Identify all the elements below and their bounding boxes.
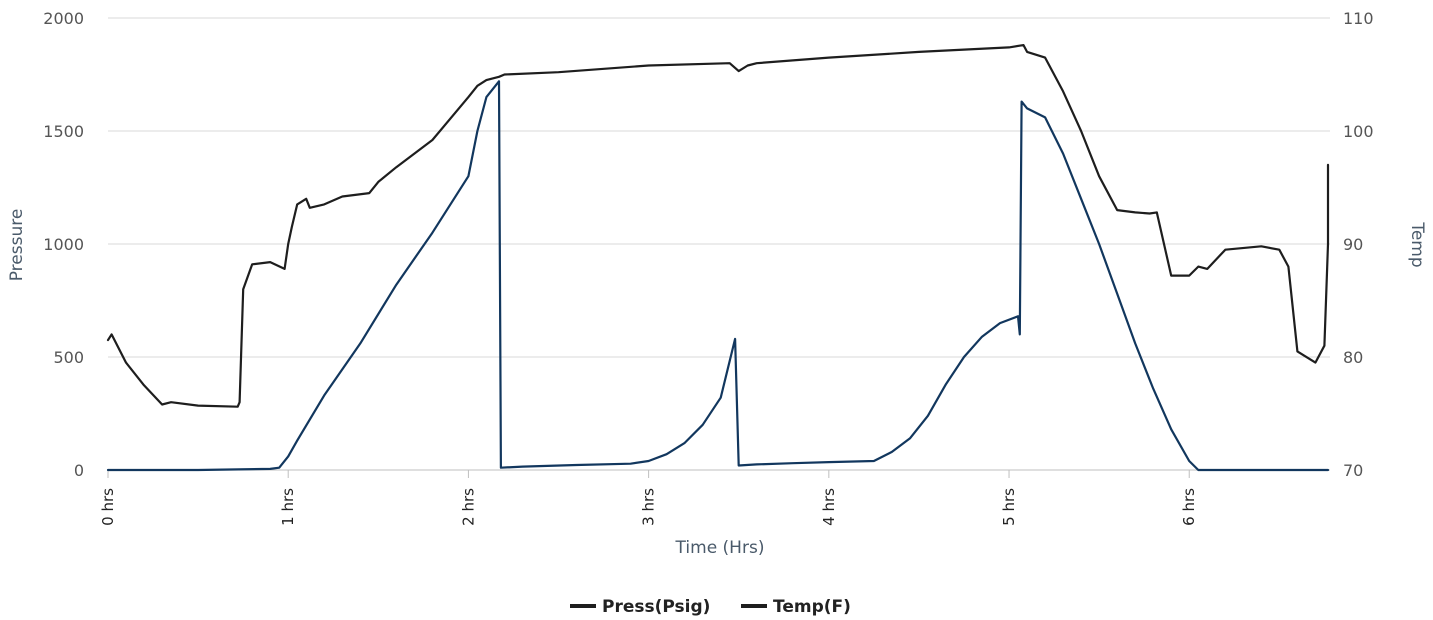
y-left-tick-label: 500 bbox=[53, 348, 84, 367]
series-lines bbox=[106, 44, 1330, 472]
y-left-tick-label: 1000 bbox=[43, 235, 84, 254]
y-right-tick-label: 80 bbox=[1343, 348, 1363, 367]
y-axis-left-title: Pressure bbox=[7, 209, 27, 282]
y-right-tick-label: 90 bbox=[1343, 235, 1363, 254]
grid-lines bbox=[108, 17, 1330, 471]
x-tick-label: 5 hrs bbox=[1000, 488, 1018, 526]
legend-item-temperature[interactable]: Temp(F) bbox=[741, 597, 851, 617]
series-line-temperature bbox=[106, 44, 1330, 408]
left-axis-ticks: 0 500 1000 1500 2000 bbox=[43, 9, 84, 480]
x-axis-title: Time (Hrs) bbox=[675, 538, 765, 558]
right-axis-ticks: 70 80 90 100 110 bbox=[1343, 9, 1374, 480]
x-tick-label: 4 hrs bbox=[820, 488, 838, 526]
x-tick-label: 3 hrs bbox=[640, 488, 658, 526]
x-tick-label: 0 hrs bbox=[99, 488, 117, 526]
y-right-tick-label: 110 bbox=[1343, 9, 1374, 28]
x-tick-label: 2 hrs bbox=[459, 488, 477, 526]
y-left-tick-label: 0 bbox=[74, 461, 84, 480]
y-axis-right-title: Temp bbox=[1407, 221, 1427, 267]
y-right-tick-label: 100 bbox=[1343, 122, 1374, 141]
x-tick-label: 1 hrs bbox=[279, 488, 297, 526]
y-left-tick-label: 2000 bbox=[43, 9, 84, 28]
legend: Press(Psig) Temp(F) bbox=[570, 597, 851, 617]
y-left-tick-label: 1500 bbox=[43, 122, 84, 141]
y-right-tick-label: 70 bbox=[1343, 461, 1363, 480]
legend-label-pressure: Press(Psig) bbox=[602, 597, 710, 617]
x-axis-ticks: 0 hrs 1 hrs 2 hrs 3 hrs 4 hrs 5 hrs 6 hrs bbox=[99, 470, 1198, 526]
x-tick-label: 6 hrs bbox=[1180, 488, 1198, 526]
legend-item-pressure[interactable]: Press(Psig) bbox=[570, 597, 710, 617]
legend-label-temperature: Temp(F) bbox=[773, 597, 851, 617]
series-line-pressure bbox=[106, 80, 1330, 472]
